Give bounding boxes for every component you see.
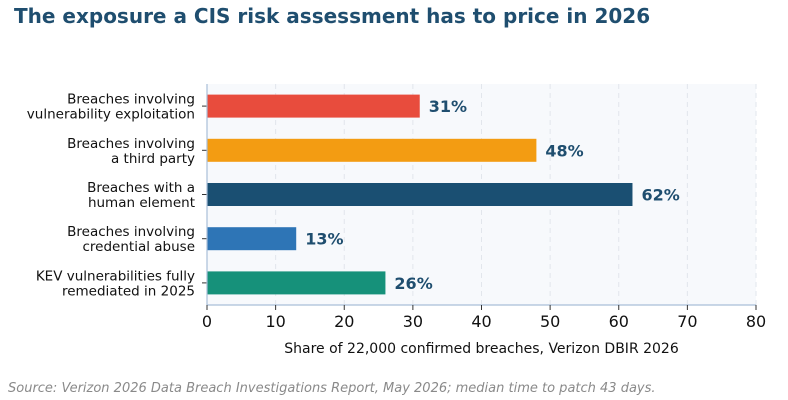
x-tick-label: 30 [403,312,423,331]
x-tick-label: 20 [334,312,354,331]
x-tick-label: 60 [609,312,629,331]
source-note: Source: Verizon 2026 Data Breach Investi… [8,381,656,396]
category-label: Breaches with a human element [87,180,195,211]
x-tick-label: 10 [265,312,285,331]
value-label: 48% [545,141,583,160]
bar [207,183,633,206]
value-label: 31% [429,97,467,116]
x-tick-label: 40 [471,312,491,331]
x-tick-label: 0 [202,312,212,331]
category-label: Breaches involving a third party [67,136,195,167]
category-label: Breaches involving credential abuse [67,224,195,255]
value-label: 26% [394,274,432,293]
page-title: The exposure a CIS risk assessment has t… [14,4,651,28]
value-label: 13% [305,230,343,249]
x-tick-label: 80 [746,312,766,331]
category-label: Breaches involving vulnerability exploita… [27,92,195,123]
x-tick-label: 50 [540,312,560,331]
bar [207,271,386,295]
bar [207,138,537,162]
bar [207,227,297,251]
value-label: 62% [641,186,679,205]
x-axis-label: Share of 22,000 confirmed breaches, Veri… [284,341,679,357]
bar [207,94,420,118]
category-label: KEV vulnerabilities fully remediated in 2… [36,268,195,299]
x-tick-label: 70 [677,312,697,331]
